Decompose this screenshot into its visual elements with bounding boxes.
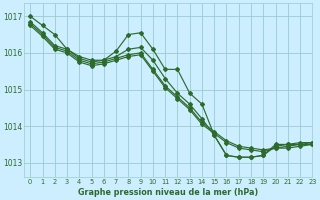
- X-axis label: Graphe pression niveau de la mer (hPa): Graphe pression niveau de la mer (hPa): [78, 188, 258, 197]
